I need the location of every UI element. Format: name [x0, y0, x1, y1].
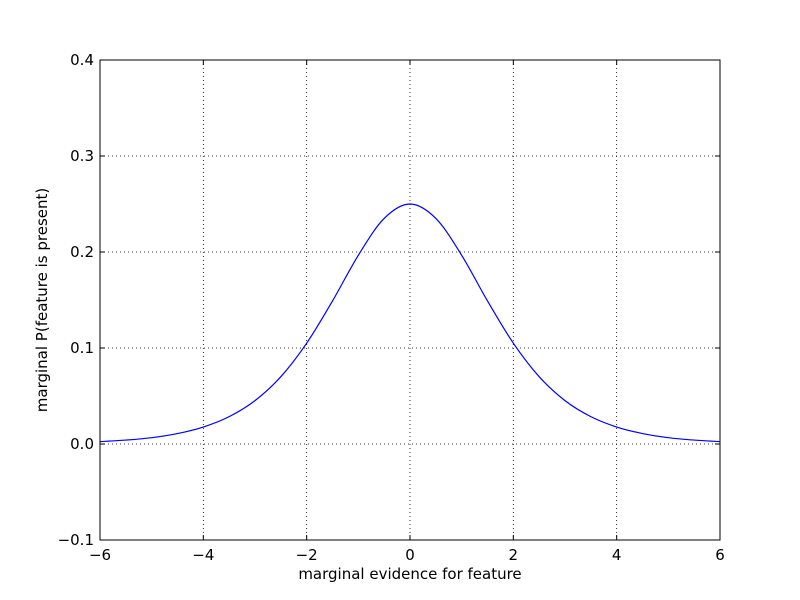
y-tick-labels: −0.1 0.0 0.1 0.2 0.3 0.4 [58, 51, 94, 549]
y-tick-label: 0.2 [70, 243, 94, 261]
x-tick-label: −4 [192, 546, 214, 564]
y-tick-label: 0.3 [70, 147, 94, 165]
y-tick-label: 0.1 [70, 339, 94, 357]
x-tick-label: 4 [612, 546, 622, 564]
y-tick-label: 0.4 [70, 51, 94, 69]
tick-marks [99, 59, 721, 541]
x-tick-label: 0 [405, 546, 415, 564]
y-tick-label: −0.1 [58, 531, 94, 549]
x-tick-label: −6 [89, 546, 111, 564]
y-tick-label: 0.0 [70, 435, 94, 453]
x-tick-labels: −6 −4 −2 0 2 4 6 [89, 546, 725, 564]
series-group [99, 203, 721, 443]
x-axis-label: marginal evidence for feature [298, 565, 521, 583]
y-axis-label: marginal P(feature is present) [33, 188, 51, 412]
series-line-0 [99, 203, 721, 443]
grid-lines [100, 60, 720, 540]
x-tick-label: −2 [296, 546, 318, 564]
x-tick-label: 6 [715, 546, 725, 564]
x-tick-label: 2 [509, 546, 519, 564]
